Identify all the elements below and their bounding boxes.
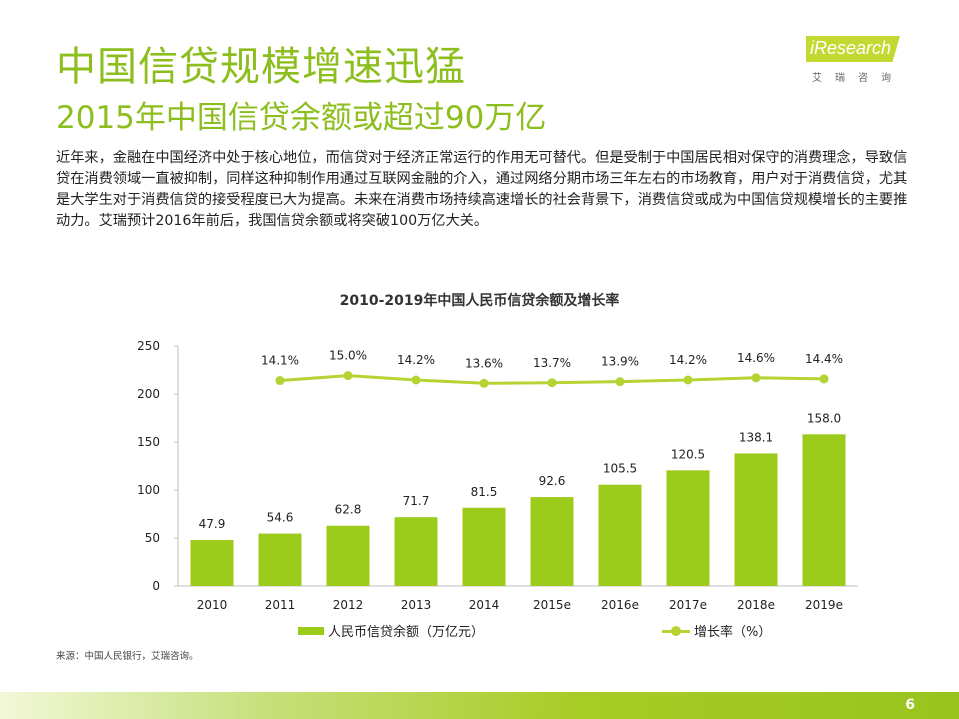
y-tick-label: 150 bbox=[137, 435, 160, 449]
growth-value-label: 14.2% bbox=[397, 353, 435, 367]
x-tick-label: 2016e bbox=[601, 598, 639, 612]
x-tick-label: 2014 bbox=[469, 598, 500, 612]
y-tick-label: 0 bbox=[152, 579, 160, 593]
x-tick-label: 2012 bbox=[333, 598, 364, 612]
growth-point bbox=[615, 377, 625, 387]
bar bbox=[394, 517, 438, 586]
legend-bar-label: 人民币信贷余额（万亿元） bbox=[328, 625, 485, 640]
bar bbox=[530, 497, 574, 586]
growth-value-label: 13.6% bbox=[465, 356, 503, 370]
legend-bar-swatch bbox=[298, 626, 324, 635]
growth-point bbox=[819, 374, 829, 384]
legend-line-label: 增长率（%） bbox=[694, 625, 772, 640]
bar bbox=[462, 507, 506, 586]
bar-value-label: 120.5 bbox=[671, 447, 705, 461]
growth-value-label: 13.7% bbox=[533, 356, 571, 370]
bar-value-label: 138.1 bbox=[739, 430, 773, 444]
logo-mark bbox=[806, 36, 900, 62]
growth-point bbox=[479, 378, 489, 388]
body-paragraph: 近年来，金融在中国经济中处于核心地位，而信贷对于经济正常运行的作用无可替代。但是… bbox=[56, 150, 908, 229]
bar bbox=[190, 540, 234, 586]
bar bbox=[734, 453, 778, 586]
x-tick-label: 2011 bbox=[265, 598, 296, 612]
bar-value-label: 71.7 bbox=[403, 494, 430, 508]
bar bbox=[598, 484, 642, 586]
page-subtitle: 2015年中国信贷余额或超过90万亿 bbox=[56, 100, 547, 136]
growth-point bbox=[547, 378, 557, 388]
footer-bar bbox=[0, 692, 959, 719]
x-tick-label: 2013 bbox=[401, 598, 432, 612]
y-tick-label: 100 bbox=[137, 483, 160, 497]
growth-value-label: 14.6% bbox=[737, 351, 775, 365]
y-tick-label: 50 bbox=[145, 531, 160, 545]
x-tick-label: 2010 bbox=[197, 598, 228, 612]
x-tick-label: 2018e bbox=[737, 598, 775, 612]
growth-value-label: 14.4% bbox=[805, 352, 843, 366]
logo-text: iResearch bbox=[810, 38, 892, 58]
page-title: 中国信贷规模增速迅猛 bbox=[56, 44, 466, 90]
bar bbox=[666, 470, 710, 586]
bar bbox=[258, 533, 302, 586]
bar-value-label: 81.5 bbox=[471, 485, 498, 499]
growth-value-label: 13.9% bbox=[601, 355, 639, 369]
bar bbox=[326, 525, 370, 586]
bar-value-label: 158.0 bbox=[807, 411, 841, 425]
legend-bar: 人民币信贷余额（万亿元） bbox=[298, 621, 484, 640]
legend-line: 增长率（%） bbox=[662, 621, 771, 640]
bar-value-label: 54.6 bbox=[267, 511, 294, 525]
growth-point bbox=[751, 373, 761, 383]
growth-value-label: 14.1% bbox=[261, 354, 299, 368]
source-note: 来源：中国人民银行，艾瑞咨询。 bbox=[56, 651, 199, 662]
growth-point bbox=[343, 371, 353, 381]
growth-value-label: 14.2% bbox=[669, 353, 707, 367]
bar bbox=[802, 434, 846, 586]
growth-point bbox=[683, 375, 693, 385]
iresearch-logo: iResearch 艾瑞咨询 bbox=[806, 36, 906, 86]
x-tick-label: 2019e bbox=[805, 598, 843, 612]
legend-line-swatch bbox=[662, 625, 690, 637]
page-number: 6 bbox=[905, 697, 915, 713]
y-tick-label: 250 bbox=[137, 339, 160, 353]
bar-value-label: 47.9 bbox=[199, 517, 226, 531]
bar-value-label: 92.6 bbox=[539, 474, 566, 488]
growth-value-label: 15.0% bbox=[329, 349, 367, 363]
growth-point bbox=[275, 376, 285, 386]
growth-point bbox=[411, 375, 421, 385]
x-tick-label: 2015e bbox=[533, 598, 571, 612]
bar-value-label: 105.5 bbox=[603, 462, 637, 476]
bar-value-label: 62.8 bbox=[335, 503, 362, 517]
chart-title: 2010-2019年中国人民币信贷余额及增长率 bbox=[339, 293, 620, 309]
x-tick-label: 2017e bbox=[669, 598, 707, 612]
logo-cn-text: 艾瑞咨询 bbox=[812, 73, 904, 84]
y-tick-label: 200 bbox=[137, 387, 160, 401]
